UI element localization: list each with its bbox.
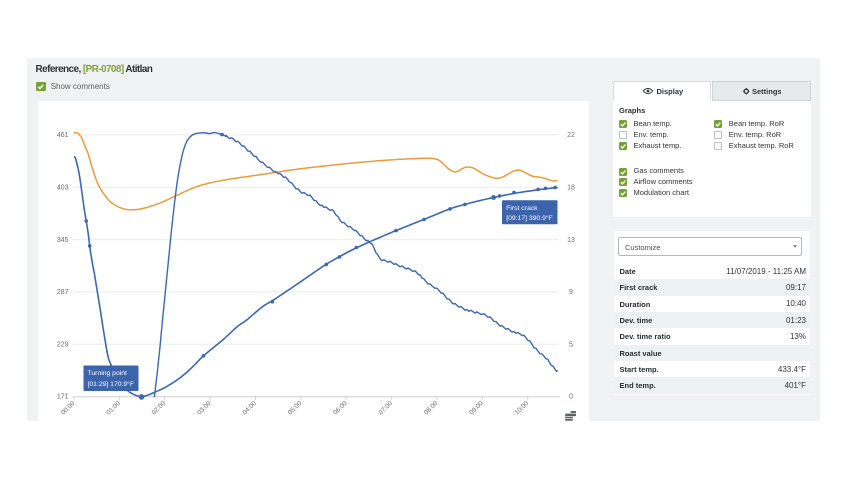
svg-text:171: 171: [57, 394, 69, 401]
svg-text:345: 345: [57, 237, 69, 244]
svg-text:03:00: 03:00: [196, 400, 213, 417]
svg-text:5: 5: [569, 342, 573, 349]
svg-text:9: 9: [569, 289, 573, 296]
svg-text:229: 229: [57, 342, 69, 349]
svg-text:[09:17] 390.9°F: [09:17] 390.9°F: [506, 214, 553, 222]
svg-text:06:00: 06:00: [332, 400, 349, 417]
svg-text:461: 461: [57, 132, 69, 139]
svg-text:04:00: 04:00: [241, 400, 258, 417]
svg-text:Turning point: Turning point: [88, 370, 128, 377]
svg-text:18: 18: [567, 185, 575, 192]
svg-text:22: 22: [567, 132, 575, 139]
svg-text:00:00: 00:00: [60, 400, 77, 417]
svg-text:403: 403: [57, 185, 69, 192]
svg-text:08:00: 08:00: [423, 400, 440, 417]
svg-text:0: 0: [569, 394, 573, 401]
svg-text:13: 13: [567, 237, 575, 244]
svg-text:10:00: 10:00: [514, 400, 531, 417]
svg-text:[01:29] 170.9°F: [01:29] 170.9°F: [88, 380, 135, 388]
svg-text:287: 287: [57, 289, 69, 296]
svg-text:05:00: 05:00: [287, 400, 304, 417]
svg-text:First crack: First crack: [506, 205, 538, 212]
svg-text:07:00: 07:00: [378, 400, 395, 417]
svg-text:02:00: 02:00: [151, 400, 168, 417]
svg-text:01:00: 01:00: [105, 400, 122, 417]
svg-text:09:00: 09:00: [468, 400, 485, 417]
